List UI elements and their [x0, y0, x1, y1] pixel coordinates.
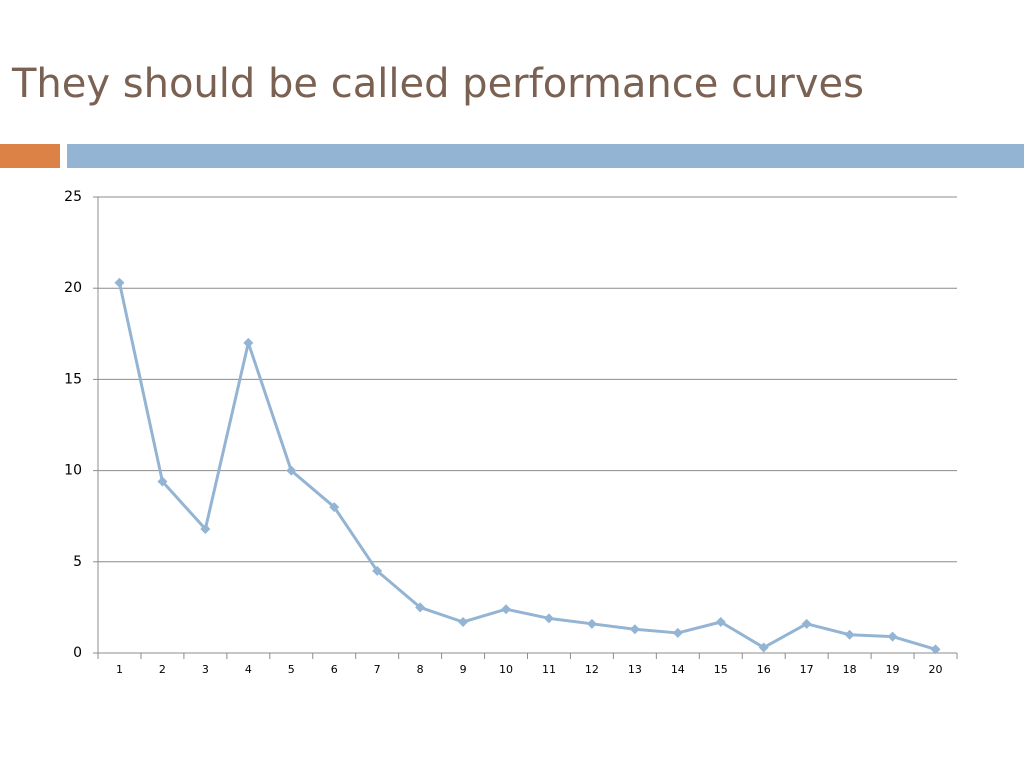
x-tick-label: 18 [843, 663, 857, 676]
x-tick-label: 20 [929, 663, 943, 676]
data-point [887, 631, 898, 642]
x-tick-label: 9 [460, 663, 467, 676]
x-tick-label: 14 [671, 663, 685, 676]
accent-bar [0, 144, 60, 168]
x-tick-label: 2 [159, 663, 166, 676]
x-tick-label: 16 [757, 663, 771, 676]
x-tick-label: 15 [714, 663, 728, 676]
data-line [118, 282, 936, 651]
data-point [372, 565, 383, 576]
data-point [844, 629, 855, 640]
data-point [458, 616, 469, 627]
x-tick-label: 19 [886, 663, 900, 676]
x-tick-label: 10 [499, 663, 513, 676]
x-tick-label: 6 [331, 663, 338, 676]
data-point [286, 465, 297, 476]
x-tick-label: 17 [800, 663, 814, 676]
data-point [200, 523, 211, 534]
x-tick-label: 11 [542, 663, 556, 676]
data-point [801, 618, 812, 629]
y-tick-label: 20 [64, 280, 82, 296]
x-tick-label: 12 [585, 663, 599, 676]
y-tick-label: 0 [73, 645, 82, 661]
x-tick-label: 1 [116, 663, 123, 676]
data-point [243, 337, 254, 348]
data-point [157, 476, 168, 487]
slide-title: They should be called performance curves [11, 61, 864, 107]
data-point [329, 502, 340, 513]
x-tick-label: 4 [245, 663, 252, 676]
data-point [758, 642, 769, 653]
data-point [672, 627, 683, 638]
header-bar [67, 144, 1024, 168]
y-tick-label: 5 [73, 554, 82, 570]
data-point [415, 602, 426, 613]
x-tick-label: 7 [374, 663, 381, 676]
data-point [543, 613, 554, 624]
y-tick-label: 10 [64, 463, 82, 479]
data-point [629, 624, 640, 635]
x-tick-label: 5 [288, 663, 295, 676]
x-tick-label: 8 [417, 663, 424, 676]
data-point [501, 604, 512, 615]
data-point [586, 618, 597, 629]
x-tick-label: 13 [628, 663, 642, 676]
data-point [114, 277, 125, 288]
x-tick-label: 3 [202, 663, 209, 676]
data-point [715, 616, 726, 627]
y-tick-label: 25 [64, 189, 82, 205]
data-point [930, 644, 941, 655]
y-tick-label: 15 [64, 371, 82, 387]
